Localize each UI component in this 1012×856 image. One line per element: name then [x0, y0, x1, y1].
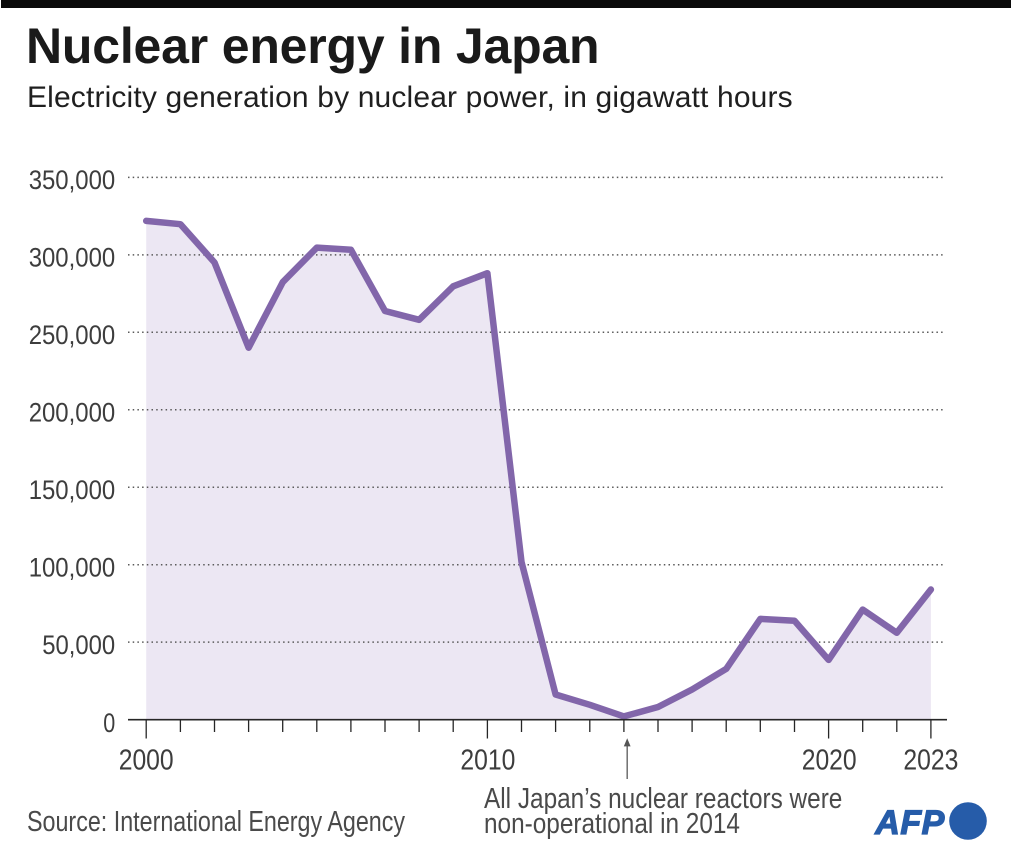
svg-text:AFP: AFP — [874, 804, 945, 842]
svg-text:0: 0 — [103, 708, 115, 738]
svg-text:2010: 2010 — [460, 745, 515, 777]
svg-text:2023: 2023 — [903, 745, 958, 777]
svg-text:50,000: 50,000 — [42, 630, 115, 660]
svg-text:350,000: 350,000 — [29, 165, 116, 195]
svg-text:100,000: 100,000 — [29, 553, 116, 583]
svg-text:2000: 2000 — [119, 745, 174, 777]
svg-text:200,000: 200,000 — [29, 398, 116, 428]
svg-text:250,000: 250,000 — [29, 320, 116, 350]
svg-text:300,000: 300,000 — [29, 243, 116, 273]
svg-text:2020: 2020 — [802, 745, 857, 777]
svg-text:150,000: 150,000 — [29, 475, 116, 505]
